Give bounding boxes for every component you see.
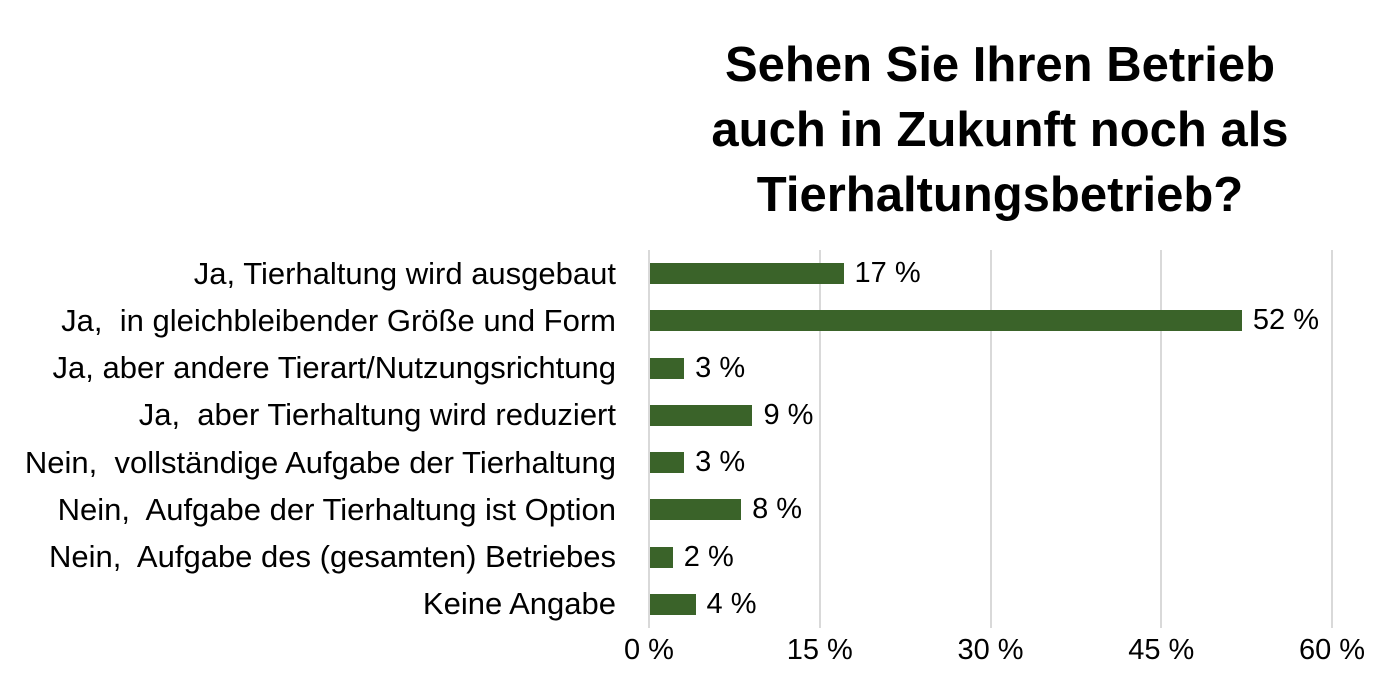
value-label: 17 % [854,257,921,290]
chart-title-line: Tierhaltungsbetrieb? [756,168,1244,222]
x-tick-label: 45 % [1128,634,1195,666]
gridline [989,250,992,628]
value-label: 8 % [752,493,803,526]
chart-title-line: Sehen Sie Ihren Betrieb [724,38,1276,92]
value-label: 9 % [763,398,814,431]
category-label: Keine Angabe [422,586,616,622]
bar [650,593,696,615]
category-label: Nein, vollständige Aufgabe der Tierhaltu… [24,444,616,480]
gridline [1331,250,1333,628]
bar [650,499,742,521]
value-label: 2 % [683,540,734,573]
category-label: Ja, aber andere Tierart/Nutzungsrichtung [52,350,616,386]
value-label: 4 % [706,587,757,620]
category-label: Ja, aber Tierhaltung wird reduziert [138,397,616,433]
value-label: 3 % [695,351,746,384]
bar [650,263,844,285]
bar [650,404,753,426]
chart-title: Sehen Sie Ihren Betrieb auch in Zukunft … [650,33,1350,228]
bar [650,452,685,474]
x-tick-label: 30 % [957,634,1024,666]
value-label: 52 % [1252,304,1320,337]
gridline [818,250,821,628]
category-label: Ja, Tierhaltung wird ausgebaut [193,255,616,291]
category-label: Nein, Aufgabe der Tierhaltung ist Option [57,491,616,527]
gridline [648,250,650,628]
category-label: Nein, Aufgabe des (gesamten) Betriebes [49,539,616,575]
x-tick-label: 15 % [786,634,853,666]
bar [650,357,685,379]
bar [650,546,673,568]
x-tick-label: 60 % [1298,634,1366,666]
category-label: Ja, in gleichbleibender Größe und Form [61,302,616,338]
value-label: 3 % [695,446,746,479]
x-tick-label: 0 % [624,634,674,666]
bar [650,310,1242,332]
gridline [1160,250,1163,628]
chart-title-line: auch in Zukunft noch als [711,103,1289,157]
